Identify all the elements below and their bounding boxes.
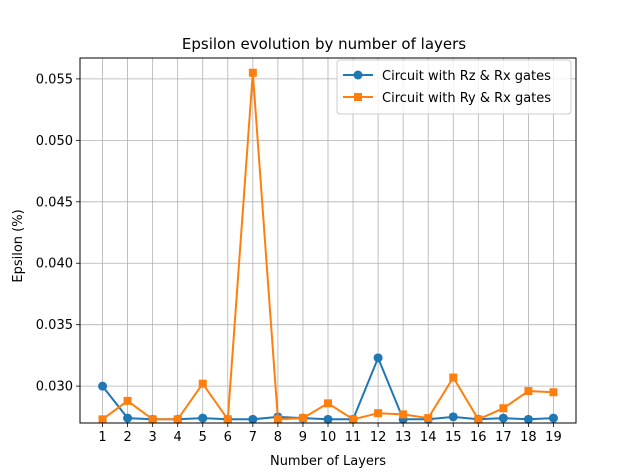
data-point-circle (98, 381, 108, 391)
data-point-square (248, 68, 257, 77)
x-tick-label: 5 (199, 430, 207, 445)
data-point-square (399, 410, 408, 419)
x-tick-label: 15 (445, 430, 462, 445)
x-axis-ticks: 1 2 3 4 5 6 7 8 9 10 11 12 13 14 15 16 17 18 19 (98, 423, 562, 445)
chart-title: Epsilon evolution by number of layers (182, 35, 466, 53)
y-axis-ticks: 0.030 0.035 0.040 0.045 0.050 0.055 (36, 72, 80, 395)
data-point-square (449, 373, 458, 382)
data-point-square (424, 414, 433, 423)
data-point-circle (523, 414, 533, 424)
x-tick-label: 7 (249, 430, 257, 445)
data-point-circle (373, 353, 383, 363)
x-tick-label: 19 (545, 430, 562, 445)
data-point-square (173, 415, 182, 424)
x-axis-title: Number of Layers (270, 454, 386, 469)
data-point-circle (498, 413, 508, 423)
data-point-square (499, 404, 508, 413)
grid (80, 58, 576, 423)
x-tick-label: 16 (470, 430, 487, 445)
x-tick-label: 17 (495, 430, 512, 445)
data-point-square (549, 388, 558, 397)
data-point-circle (248, 414, 258, 424)
data-point-circle (198, 413, 208, 423)
data-point-square (198, 379, 207, 388)
legend-marker-ry-rx (354, 93, 362, 101)
x-tick-label: 9 (299, 430, 307, 445)
x-tick-label: 4 (174, 430, 182, 445)
x-tick-label: 8 (274, 430, 282, 445)
data-point-square (98, 415, 107, 424)
data-point-square (374, 409, 383, 418)
x-tick-label: 14 (420, 430, 437, 445)
data-point-square (223, 415, 232, 424)
legend-label-rz-rx: Circuit with Rz & Rx gates (382, 69, 551, 84)
y-tick-label: 0.035 (36, 318, 73, 333)
data-point-circle (123, 413, 133, 423)
x-tick-label: 1 (98, 430, 106, 445)
data-point-square (273, 415, 282, 424)
y-tick-label: 0.040 (36, 257, 73, 272)
legend-marker-rz-rx (353, 70, 363, 80)
data-point-square (349, 415, 358, 424)
data-point-circle (323, 414, 333, 424)
x-tick-label: 12 (370, 430, 387, 445)
data-point-circle (548, 413, 558, 423)
x-tick-label: 10 (320, 430, 337, 445)
x-tick-label: 3 (149, 430, 157, 445)
y-tick-label: 0.030 (36, 380, 73, 395)
legend-box (336, 59, 572, 115)
legend: Circuit with Rz & Rx gates Circuit with … (336, 59, 572, 115)
y-tick-label: 0.055 (36, 72, 73, 87)
data-point-square (298, 414, 307, 423)
x-tick-label: 2 (123, 430, 131, 445)
x-tick-label: 18 (520, 430, 537, 445)
y-tick-label: 0.045 (36, 195, 73, 210)
x-tick-label: 6 (224, 430, 232, 445)
data-point-square (148, 415, 157, 424)
plot-frame (79, 57, 577, 424)
data-point-square (524, 387, 533, 396)
x-tick-label: 11 (345, 430, 362, 445)
legend-label-ry-rx: Circuit with Ry & Rx gates (382, 91, 551, 106)
data-point-square (123, 396, 132, 405)
y-axis-title: Epsilon (%) (11, 209, 26, 282)
series-layer (98, 68, 558, 424)
x-tick-label: 13 (395, 430, 412, 445)
y-tick-label: 0.050 (36, 134, 73, 149)
data-point-square (324, 399, 332, 408)
data-point-circle (448, 412, 458, 422)
data-point-square (474, 415, 483, 424)
